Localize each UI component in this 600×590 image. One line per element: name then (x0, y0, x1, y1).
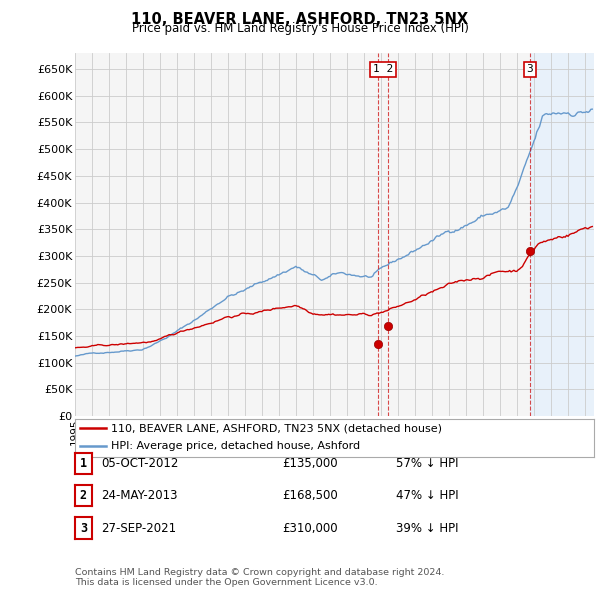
Text: 24-MAY-2013: 24-MAY-2013 (101, 489, 178, 502)
Text: 57% ↓ HPI: 57% ↓ HPI (396, 457, 458, 470)
Text: £168,500: £168,500 (282, 489, 338, 502)
Text: 1 2: 1 2 (373, 64, 393, 74)
Text: 3: 3 (80, 522, 87, 535)
Text: 110, BEAVER LANE, ASHFORD, TN23 5NX (detached house): 110, BEAVER LANE, ASHFORD, TN23 5NX (det… (112, 424, 442, 434)
Bar (530, 53, 594, 416)
Text: 05-OCT-2012: 05-OCT-2012 (101, 457, 178, 470)
Text: 3: 3 (527, 64, 533, 74)
Text: Price paid vs. HM Land Registry's House Price Index (HPI): Price paid vs. HM Land Registry's House … (131, 22, 469, 35)
Text: 1: 1 (80, 457, 87, 470)
Text: HPI: Average price, detached house, Ashford: HPI: Average price, detached house, Ashf… (112, 441, 361, 451)
Text: 2: 2 (80, 489, 87, 502)
Text: £135,000: £135,000 (282, 457, 338, 470)
Text: 110, BEAVER LANE, ASHFORD, TN23 5NX: 110, BEAVER LANE, ASHFORD, TN23 5NX (131, 12, 469, 27)
Text: 47% ↓ HPI: 47% ↓ HPI (396, 489, 458, 502)
Text: £310,000: £310,000 (282, 522, 338, 535)
Text: 27-SEP-2021: 27-SEP-2021 (101, 522, 176, 535)
Text: 39% ↓ HPI: 39% ↓ HPI (396, 522, 458, 535)
Text: Contains HM Land Registry data © Crown copyright and database right 2024.
This d: Contains HM Land Registry data © Crown c… (75, 568, 445, 587)
